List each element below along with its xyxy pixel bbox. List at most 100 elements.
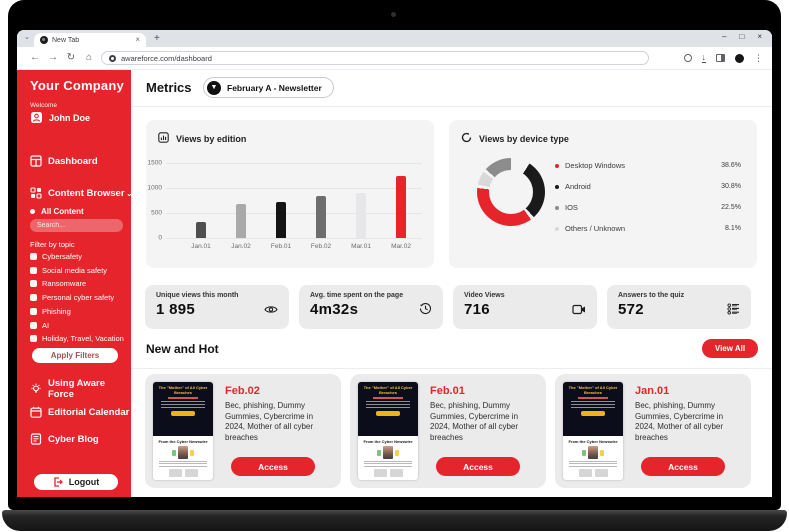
thumbnail-body: From the Cyber Newswire	[153, 436, 213, 477]
checkbox[interactable]	[30, 335, 37, 343]
topic-checkbox-row[interactable]: AI	[30, 321, 124, 331]
download-icon[interactable]: ↓	[701, 52, 706, 63]
bar-jan01	[196, 221, 206, 238]
filter-by-topic-label: Filter by topic	[30, 240, 75, 249]
topic-checkbox-row[interactable]: Holiday, Travel, Vacation	[30, 334, 124, 344]
y-axis-tick: 0	[158, 234, 162, 242]
welcome-label: Welcome	[30, 102, 57, 109]
thumbnail-headline: The "Mother" of All Cyber Breaches	[568, 385, 618, 396]
section-title-new-and-hot: New and Hot	[146, 342, 219, 356]
topic-checkbox-row[interactable]: Personal cyber safety	[30, 293, 124, 303]
bar-feb01	[276, 202, 286, 238]
url-bar[interactable]: awareforce.com/dashboard	[101, 51, 649, 65]
access-button[interactable]: Access	[436, 457, 520, 476]
maximize-button[interactable]: □	[739, 32, 745, 41]
legend-value: 38.6%	[721, 162, 741, 169]
tab-close-icon[interactable]: ×	[135, 35, 140, 44]
stat-label: Avg. time spent on the page	[310, 292, 404, 299]
sidebar-item-dashboard[interactable]: Dashboard	[30, 155, 98, 167]
sidebar-item-editorial-calendar[interactable]: Editorial Calendar	[30, 406, 129, 418]
minimize-button[interactable]: –	[722, 32, 727, 41]
legend-row: Android 30.8%	[555, 182, 741, 191]
quiz-list-icon	[727, 302, 740, 320]
legend-label: Desktop Windows	[565, 161, 626, 170]
browser-tab[interactable]: New Tab ×	[34, 33, 146, 47]
card-title: Views by device type	[479, 134, 569, 144]
thumbnail-cta-button	[171, 411, 195, 417]
newsletter-thumbnail: The "Mother" of All Cyber Breaches From …	[563, 382, 623, 480]
checkbox[interactable]	[30, 307, 37, 315]
extensions-icon[interactable]	[683, 54, 692, 62]
card-date: Feb.01	[430, 385, 465, 397]
views-by-edition-card: Views by edition 1500 1000 500 0	[146, 120, 434, 268]
thumbnail-headline: The "Mother" of All Cyber Breaches	[363, 385, 413, 396]
y-axis-tick: 500	[151, 209, 162, 217]
sidebar-item-label: Using Aware Force	[48, 378, 106, 400]
donut-chart	[477, 158, 545, 226]
thumbnail-body: From the Cyber Newswire	[358, 436, 418, 477]
card-title: Views by edition	[176, 134, 247, 144]
logout-button[interactable]: Logout	[34, 474, 118, 490]
browser-window: ⌄ New Tab × + – □ × ← → ↻ ⌂ awareforce.c…	[17, 30, 772, 497]
stat-value: 572	[618, 301, 644, 318]
chevron-down-icon[interactable]: ⌄	[126, 188, 133, 198]
card-header: Views by edition	[158, 130, 246, 148]
gridline	[166, 238, 422, 239]
forward-icon[interactable]: →	[48, 52, 58, 63]
tab-search-chevron-icon[interactable]: ⌄	[24, 34, 30, 41]
checkbox[interactable]	[30, 321, 37, 329]
content-browser-grid-icon	[30, 187, 42, 199]
back-icon[interactable]: ←	[30, 52, 40, 63]
apply-filters-button[interactable]: Apply Filters	[32, 348, 118, 363]
radio-selected-icon	[30, 209, 35, 214]
sidebar-item-content-browser[interactable]: Content Browser ⌄	[30, 187, 133, 199]
legend-dot	[555, 163, 559, 168]
checkbox[interactable]	[30, 253, 37, 260]
checkbox[interactable]	[30, 280, 37, 288]
view-all-button[interactable]: View All	[702, 339, 758, 358]
sidebar-item-cyber-blog[interactable]: Cyber Blog	[30, 433, 99, 445]
thumbnail-figure	[563, 446, 623, 459]
profile-avatar[interactable]	[735, 53, 744, 63]
stat-label: Video Views	[464, 292, 505, 299]
thumbnail-body: From the Cyber Newswire	[563, 436, 623, 477]
thumbnail-section-title: From the Cyber Newswire	[363, 439, 413, 444]
newsletter-card: The "Mother" of All Cyber Breaches From …	[145, 374, 341, 488]
checkbox[interactable]	[30, 266, 37, 274]
topic-checkbox-row[interactable]: Phishing	[30, 307, 124, 317]
user-name: John Doe	[49, 112, 91, 123]
topic-checkbox-row[interactable]: Ransomware	[30, 279, 124, 289]
close-button[interactable]: ×	[757, 32, 762, 41]
thumbnail-hero: The "Mother" of All Cyber Breaches	[563, 382, 623, 436]
checkbox[interactable]	[30, 294, 37, 302]
menu-dots-icon[interactable]: ⋮	[754, 52, 763, 63]
thumbnail-hero: The "Mother" of All Cyber Breaches	[153, 382, 213, 436]
side-panel-icon[interactable]	[716, 54, 725, 62]
search-input[interactable]	[30, 219, 123, 232]
thumbnail-section-title: From the Cyber Newswire	[568, 439, 618, 444]
bar-feb02	[316, 196, 326, 238]
window-controls: – □ ×	[722, 33, 762, 41]
sidebar-item-label: Editorial Calendar	[48, 406, 130, 418]
access-button[interactable]: Access	[231, 457, 315, 476]
home-icon[interactable]: ⌂	[85, 52, 93, 63]
user-row: John Doe	[30, 111, 90, 124]
new-tab-button[interactable]: +	[154, 33, 160, 44]
site-info-icon[interactable]	[109, 54, 116, 62]
gridline	[166, 163, 422, 164]
legend-label: IOS	[565, 203, 578, 212]
stat-card-avg-time: Avg. time spent on the page 4m32s	[299, 285, 443, 329]
edition-selector-dropdown[interactable]: ▼ February A - Newsletter	[203, 77, 334, 98]
card-description: Bec, phishing, Dummy Gummies, Cybercrime…	[430, 401, 519, 442]
tab-strip: ⌄ New Tab × + – □ ×	[17, 30, 772, 47]
access-button[interactable]: Access	[641, 457, 725, 476]
all-content-option[interactable]: All Content	[30, 207, 84, 216]
topic-label: Personal cyber safety	[42, 293, 115, 303]
reload-icon[interactable]: ↻	[66, 52, 76, 63]
newsletter-thumbnail: The "Mother" of All Cyber Breaches From …	[358, 382, 418, 480]
topic-checkbox-row[interactable]: Social media safety	[30, 266, 124, 276]
sidebar-item-using-aware-force[interactable]: Using Aware Force	[30, 378, 131, 400]
legend-dot	[555, 184, 559, 189]
topic-checkbox-row[interactable]: Cybersafety	[30, 252, 124, 262]
